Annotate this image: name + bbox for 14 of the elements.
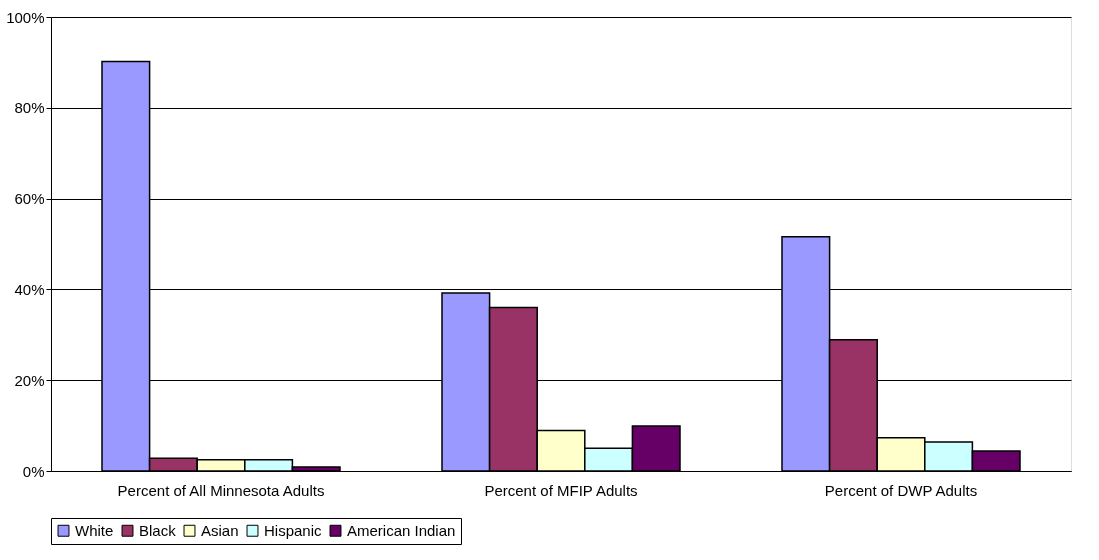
legend-label: Asian — [201, 521, 239, 539]
legend-label: Black — [139, 521, 177, 539]
y-tick-label: 80% — [14, 99, 45, 117]
y-tick-label: 60% — [14, 190, 45, 208]
y-tick-label: 0% — [22, 462, 45, 480]
legend-label: American Indian — [347, 521, 456, 539]
y-tick-label: 40% — [14, 280, 45, 298]
y-tick-label: 100% — [6, 8, 45, 26]
legend-label: Hispanic — [264, 521, 323, 539]
x-tick-label: Percent of MFIP Adults — [484, 481, 638, 499]
x-tick-label: Percent of All Minnesota Adults — [117, 481, 325, 499]
legend-label: White — [75, 521, 114, 539]
x-tick-label: Percent of DWP Adults — [824, 481, 978, 499]
y-tick-label: 20% — [14, 371, 45, 389]
